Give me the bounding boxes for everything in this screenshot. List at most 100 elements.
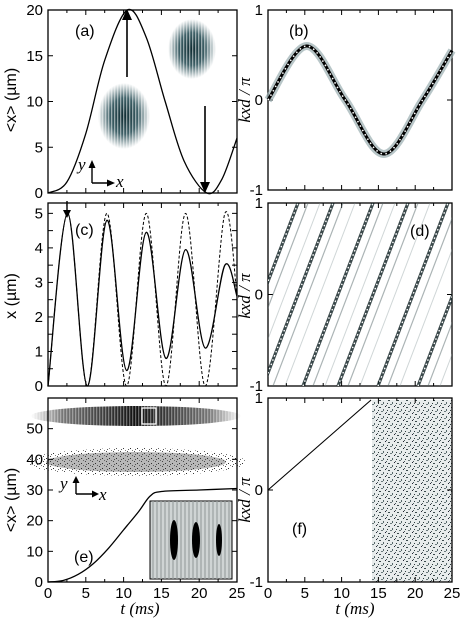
axes-indicator-e: y x <box>58 474 107 504</box>
panel-e-plot: 0 10 20 30 40 50 0 5 10 15 20 25 <box>26 397 246 602</box>
y-tick-label: 2 <box>35 309 43 326</box>
streak-faint <box>312 203 384 386</box>
y-tick-label: 30 <box>26 482 43 499</box>
x-tick-label: 20 <box>191 585 208 602</box>
y-tick-label: 40 <box>26 451 43 468</box>
x-tick-label: 25 <box>229 585 246 602</box>
y-tick-label: 0 <box>35 378 43 395</box>
panel-c-plot: 0 1 2 3 4 5 <box>35 202 238 395</box>
y-tick-label: 1 <box>255 390 263 407</box>
panel-e-clouds <box>26 406 246 476</box>
y-tick-label: 50 <box>26 421 43 438</box>
axes-indicator-a: y x <box>76 155 124 191</box>
panel-d-plot: -1 0 1 <box>250 195 463 395</box>
panel-label-b: (b) <box>289 23 309 40</box>
x-tick-label: 15 <box>370 585 387 602</box>
series-line-e <box>47 487 238 583</box>
panel-a-blobs <box>98 19 216 149</box>
arrow-up-head-icon <box>122 9 132 20</box>
streak-faint <box>347 203 419 386</box>
y-tick-label: 0 <box>35 185 43 202</box>
x-tick-label: 20 <box>407 585 424 602</box>
streak <box>451 384 452 386</box>
y-tick-label: 10 <box>26 94 43 111</box>
x-tick-label: 15 <box>153 585 170 602</box>
y-tick-label: 1 <box>255 195 263 212</box>
streak-dots <box>268 203 299 284</box>
streak-faint <box>272 203 344 386</box>
y-tick-label: 3 <box>35 274 43 291</box>
y-tick-label: -1 <box>250 182 263 199</box>
noise-region-f <box>372 400 452 582</box>
y-tick-label: 0 <box>255 482 263 499</box>
arrow-down-small-icon <box>63 210 71 218</box>
y-tick-label: 5 <box>35 205 43 222</box>
streak-dots <box>268 203 334 375</box>
x-tick-label: 10 <box>333 585 350 602</box>
ylabel-f: kxd / π <box>235 477 254 523</box>
streak-dots <box>453 203 463 386</box>
y-tick-label: 10 <box>26 543 43 560</box>
panel-d: -1 0 1 (d) kxd / π <box>235 195 463 395</box>
y-tick-label: -1 <box>250 378 263 395</box>
panel-label-c: (c) <box>75 222 94 239</box>
x-tick-label: 5 <box>301 585 309 602</box>
series-line-c-solid <box>47 212 238 387</box>
axis-y-label: y <box>76 155 86 174</box>
series-line-a <box>47 8 238 195</box>
y-tick-label: 5 <box>35 139 43 156</box>
y-tick-label: 0 <box>35 574 43 591</box>
axis-x-label: x <box>115 172 124 191</box>
y-tick-label: 1 <box>35 343 43 360</box>
series-dots-b <box>267 45 453 155</box>
panel-b: -1 0 1 (b) kxd / π <box>235 2 456 199</box>
streak-faint <box>268 203 309 310</box>
panel-label-e: (e) <box>74 549 94 566</box>
y-tick-label: 0 <box>255 287 263 304</box>
streak-faint <box>359 203 431 386</box>
streaks-d <box>268 203 463 386</box>
xlabel-f: t (ms) <box>335 599 375 618</box>
axis-y-label-e: y <box>58 474 68 493</box>
panel-b-plot: -1 0 1 <box>250 2 456 199</box>
streak-faint <box>387 217 452 386</box>
panel-c: 0 1 2 3 4 5 (c) x (µm) <box>3 201 238 395</box>
ylabel-d: kxd / π <box>235 273 254 319</box>
y-tick-label: -1 <box>250 574 263 591</box>
y-tick-label: 1 <box>255 2 263 19</box>
x-tick-label: 5 <box>82 585 90 602</box>
x-tick-label: 25 <box>444 585 461 602</box>
series-band-b <box>264 41 456 159</box>
streak-faint <box>268 203 321 341</box>
x-tick-label: 0 <box>264 585 272 602</box>
y-tick-label: 4 <box>35 240 43 257</box>
streak-faint <box>324 203 396 386</box>
streak-dots <box>417 295 452 386</box>
streak-dots <box>337 203 409 386</box>
streak-dots <box>302 203 374 386</box>
panel-label-f: (f) <box>292 521 307 538</box>
series-line-f <box>267 399 372 491</box>
streak-faint <box>399 248 452 386</box>
panel-label-a: (a) <box>75 23 95 40</box>
xlabel-e: t (ms) <box>120 599 160 618</box>
streak-dots <box>377 203 449 386</box>
ylabel-b: kxd / π <box>235 77 254 123</box>
ylabel-e: <x> (µm) <box>3 468 20 532</box>
panel-a: 0 5 10 15 20 y x (a) <x> (µm) <box>3 2 238 202</box>
y-tick-label: 20 <box>26 513 43 530</box>
arrow-down-head-icon <box>200 182 210 193</box>
ylabel-c: x (µm) <box>3 273 20 319</box>
streak-faint <box>427 321 452 386</box>
y-tick-label: 20 <box>26 2 43 19</box>
streak-faint <box>439 353 452 386</box>
y-tick-label: 0 <box>255 92 263 109</box>
y-tick-label: 15 <box>26 48 43 65</box>
panel-e: 0 10 20 30 40 50 0 5 10 15 20 25 y x (e) <x> (µm) t… <box>3 397 246 618</box>
axis-x-label-e: x <box>98 485 107 504</box>
x-tick-label: 0 <box>44 585 52 602</box>
streak-faint <box>284 203 356 386</box>
